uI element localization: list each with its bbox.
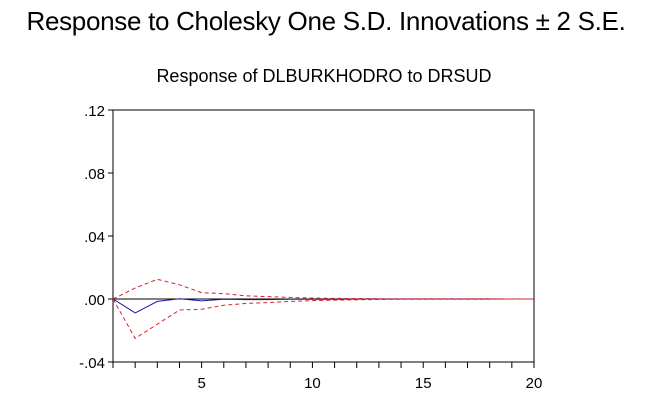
x-tick-label: 15 [415,375,432,392]
confidence-band-line [112,298,534,340]
page-title: Response to Cholesky One S.D. Innovation… [26,6,626,36]
x-axis: 5 10 15 20 [112,362,543,392]
x-tick-label: 5 [197,375,205,392]
y-tick-label: -.04 [79,355,105,372]
y-axis: -.04 .00 .04 .08 .12 [79,103,113,372]
chart-title: Response of DLBURKHODRO to DRSUD [156,66,491,86]
y-tick-label: .12 [84,103,105,120]
y-tick-label: .08 [84,166,105,183]
x-tick-label: 10 [304,375,321,392]
y-tick-label: .04 [84,229,105,246]
y-tick-label: .00 [84,292,105,309]
confidence-band-line [112,278,534,300]
plot-frame [112,109,535,363]
x-tick-label: 20 [526,375,543,392]
series-layer [112,278,534,340]
response-line [112,298,534,314]
